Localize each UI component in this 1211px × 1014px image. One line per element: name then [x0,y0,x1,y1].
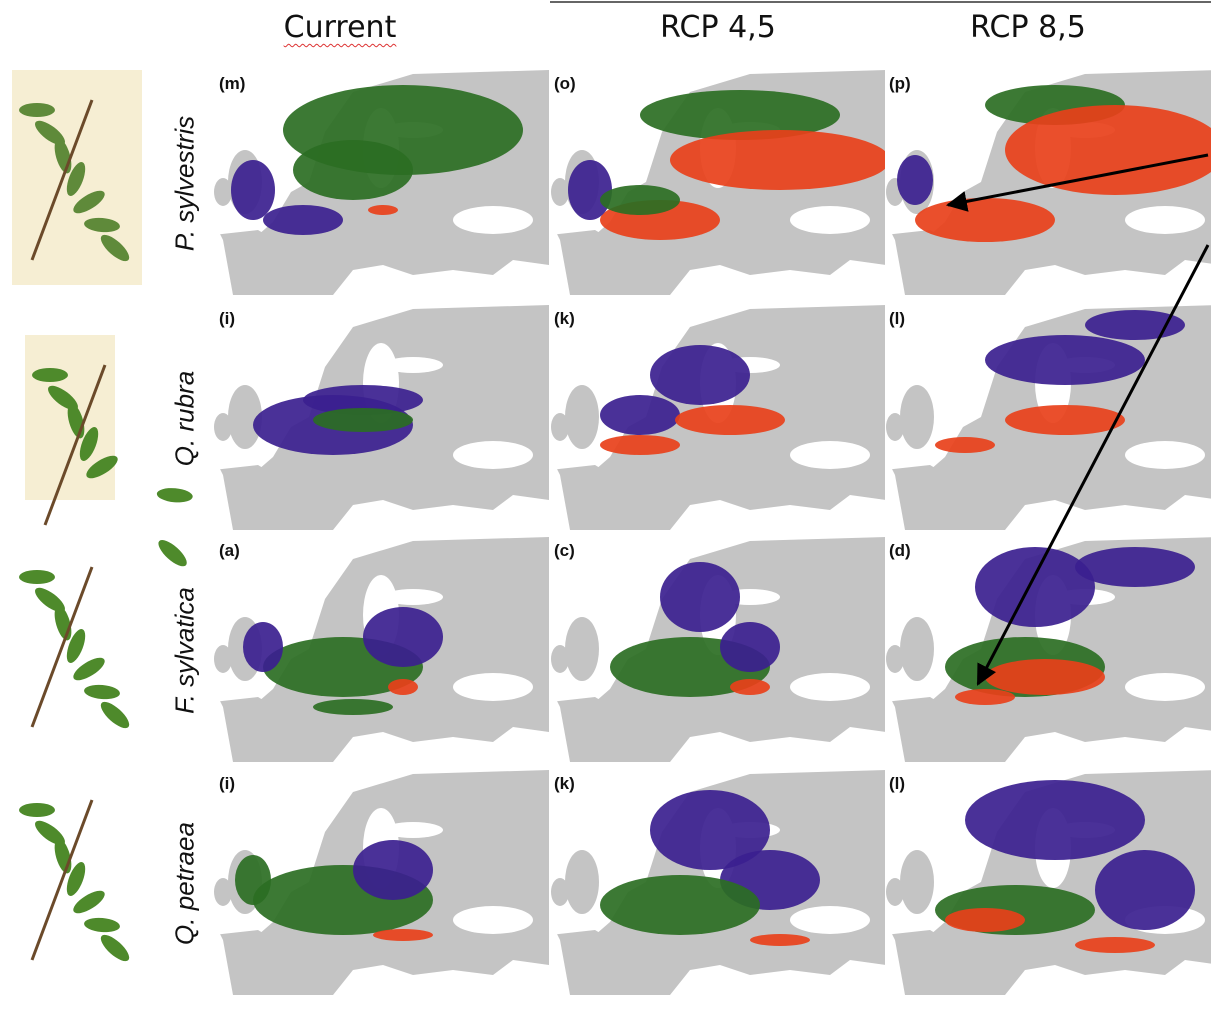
panel-label: (m) [219,74,245,94]
column-header: Current [190,10,490,45]
panel-label: (d) [889,541,911,561]
map-panel [550,305,886,530]
panel-label: (l) [889,309,905,329]
leaf [19,103,55,117]
map-panel [213,305,549,530]
leaf [19,803,55,817]
map-panel [550,70,890,295]
map-panel [885,537,1211,762]
column-header: RCP 4,5 [568,10,868,45]
column-header: RCP 8,5 [878,10,1178,45]
panel-label: (p) [889,74,911,94]
map-panel [213,537,549,762]
map-panel [213,770,549,995]
panel-label: (a) [219,541,240,561]
map-panel [885,305,1211,530]
plant-illustration [25,335,193,570]
panel-label: (i) [219,774,235,794]
map-panel [885,770,1211,995]
map-panel [885,70,1211,295]
figure: (() => { const data = JSON.parse(documen… [0,0,1211,1014]
species-label: F. sylvatica [170,540,201,760]
map-panel [550,537,886,762]
panel-label: (c) [554,541,575,561]
plant-illustration [12,770,142,985]
plant-illustration [12,70,142,285]
panel-label: (k) [554,309,575,329]
leaf [32,368,68,382]
leaf [19,570,55,584]
map-panel [213,70,549,295]
species-label: Q. rubra [170,308,201,528]
panel-label: (l) [889,774,905,794]
panel-label: (o) [554,74,576,94]
plant-illustration [12,537,142,752]
panel-label: (i) [219,309,235,329]
panel-label: (k) [554,774,575,794]
species-label: P. sylvestris [170,73,201,293]
species-label: Q. petraea [170,773,201,993]
map-panel [550,770,886,995]
